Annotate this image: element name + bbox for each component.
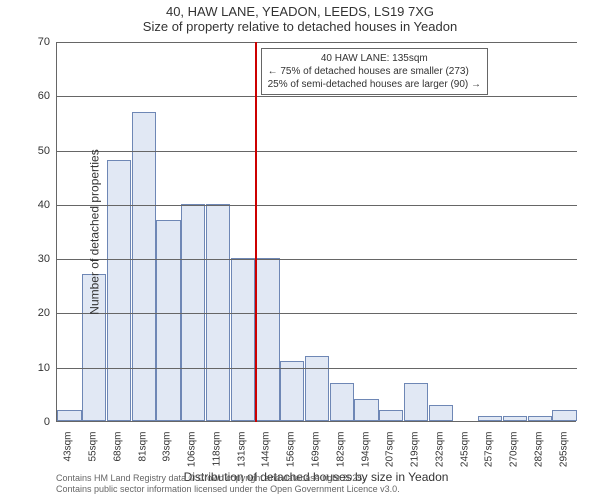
- bar: [181, 204, 205, 421]
- x-tick-label: 106sqm: [187, 432, 198, 472]
- y-axis-label: Number of detached properties: [88, 149, 102, 314]
- y-tick-label: 40: [24, 199, 50, 211]
- bar: [255, 258, 279, 421]
- x-tick-label: 156sqm: [286, 432, 297, 472]
- y-tick-label: 0: [24, 416, 50, 428]
- x-tick-label: 118sqm: [211, 432, 222, 472]
- chart-subtitle: Size of property relative to detached ho…: [0, 19, 600, 34]
- bar: [552, 410, 576, 421]
- x-tick-label: 282sqm: [533, 432, 544, 472]
- gridline: [57, 313, 577, 314]
- gridline: [57, 42, 577, 43]
- x-tick-label: 219sqm: [410, 432, 421, 472]
- bar: [231, 258, 255, 421]
- bar: [132, 112, 156, 421]
- x-tick-label: 81sqm: [137, 432, 148, 472]
- x-tick-label: 257sqm: [484, 432, 495, 472]
- gridline: [57, 151, 577, 152]
- gridline: [57, 259, 577, 260]
- y-tick-label: 70: [24, 36, 50, 48]
- bar: [156, 220, 180, 421]
- attribution-line-1: Contains HM Land Registry data © Crown c…: [56, 473, 400, 485]
- bar: [379, 410, 403, 421]
- x-tick-label: 55sqm: [88, 432, 99, 472]
- x-tick-label: 295sqm: [558, 432, 569, 472]
- bar: [528, 416, 552, 421]
- annotation-box: 40 HAW LANE: 135sqm ← 75% of detached ho…: [261, 48, 488, 95]
- chart-area: 40 HAW LANE: 135sqm ← 75% of detached ho…: [56, 42, 576, 422]
- attribution-line-2: Contains public sector information licen…: [56, 484, 400, 496]
- annotation-line-3: 25% of semi-detached houses are larger (…: [268, 78, 481, 91]
- y-tick-label: 30: [24, 253, 50, 265]
- gridline: [57, 96, 577, 97]
- bar: [206, 204, 230, 421]
- x-tick-label: 93sqm: [162, 432, 173, 472]
- x-tick-label: 68sqm: [112, 432, 123, 472]
- bar: [354, 399, 378, 421]
- bar: [57, 410, 81, 421]
- gridline: [57, 205, 577, 206]
- bar: [404, 383, 428, 421]
- bar: [107, 160, 131, 421]
- y-tick-label: 20: [24, 307, 50, 319]
- x-tick-label: 144sqm: [261, 432, 272, 472]
- x-tick-label: 169sqm: [311, 432, 322, 472]
- y-tick-label: 50: [24, 145, 50, 157]
- x-tick-label: 270sqm: [509, 432, 520, 472]
- bar: [305, 356, 329, 421]
- annotation-line-1: 40 HAW LANE: 135sqm: [268, 52, 481, 65]
- x-tick-label: 194sqm: [360, 432, 371, 472]
- x-tick-label: 182sqm: [335, 432, 346, 472]
- chart-title: 40, HAW LANE, YEADON, LEEDS, LS19 7XG: [0, 4, 600, 19]
- bar: [478, 416, 502, 421]
- gridline: [57, 368, 577, 369]
- bar: [280, 361, 304, 421]
- plot-area: 40 HAW LANE: 135sqm ← 75% of detached ho…: [56, 42, 576, 422]
- x-tick-label: 43sqm: [63, 432, 74, 472]
- attribution-text: Contains HM Land Registry data © Crown c…: [56, 473, 400, 496]
- x-tick-label: 245sqm: [459, 432, 470, 472]
- x-tick-label: 232sqm: [434, 432, 445, 472]
- annotation-line-2: ← 75% of detached houses are smaller (27…: [268, 65, 481, 78]
- y-tick-label: 60: [24, 90, 50, 102]
- bar: [429, 405, 453, 421]
- y-tick-label: 10: [24, 362, 50, 374]
- bar: [503, 416, 527, 421]
- x-tick-label: 131sqm: [236, 432, 247, 472]
- chart-title-block: 40, HAW LANE, YEADON, LEEDS, LS19 7XG Si…: [0, 0, 600, 34]
- marker-line: [255, 42, 257, 422]
- bars-container: [57, 41, 577, 421]
- x-tick-label: 207sqm: [385, 432, 396, 472]
- bar: [330, 383, 354, 421]
